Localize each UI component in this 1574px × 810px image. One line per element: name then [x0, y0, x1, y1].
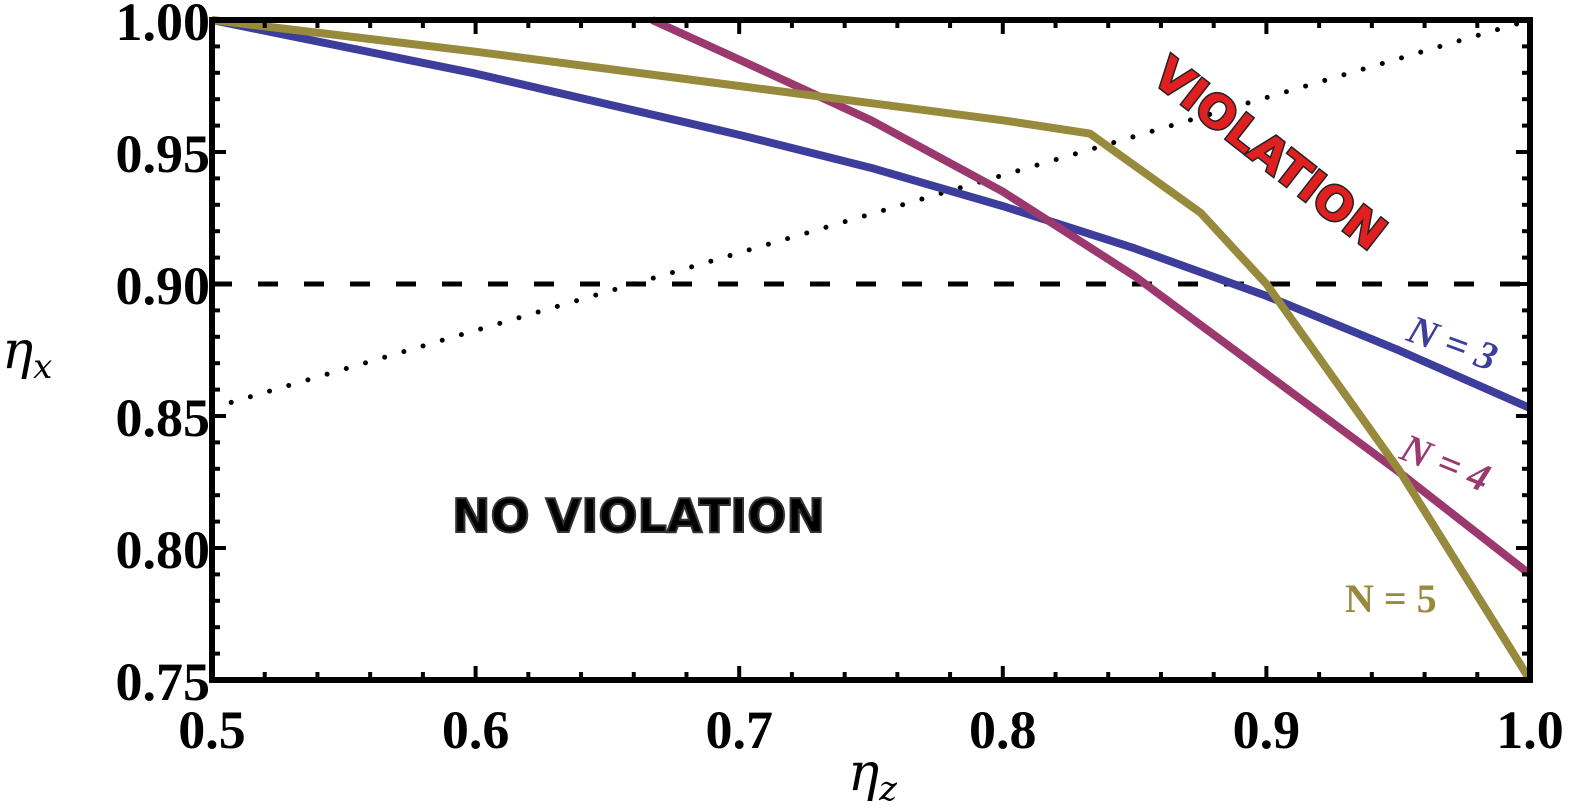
- plot-frame: [209, 17, 1533, 683]
- x-tick-label: 0.8: [969, 700, 1037, 760]
- series-label-n3: N = 3: [1401, 306, 1503, 380]
- violation-region-label: VIOLATION: [1143, 46, 1396, 260]
- x-tick-label: 0.7: [705, 700, 773, 760]
- x-tick-label: 0.5: [178, 700, 246, 760]
- y-tick-label: 0.95: [116, 124, 211, 184]
- series-line-n5: [211, 16, 1534, 683]
- x-tick-label: 0.9: [1233, 700, 1301, 760]
- y-tick-label: 0.75: [116, 652, 211, 712]
- axis-ticks: [210, 18, 1532, 682]
- y-tick-label: 0.85: [116, 388, 211, 448]
- y-tick-label: 0.80: [116, 520, 211, 580]
- series-line-n3: [211, 16, 1532, 412]
- y-axis-title: ηx: [2, 321, 52, 387]
- x-tick-label: 0.6: [442, 700, 510, 760]
- series-line-n4: [650, 16, 1533, 578]
- y-tick-label: 0.90: [116, 256, 211, 316]
- plot-lines: [209, 16, 1534, 683]
- no-violation-region-label: NO VIOLATION: [452, 489, 825, 543]
- x-tick-label: 1.0: [1496, 700, 1564, 760]
- series-label-n5: N = 5: [1345, 576, 1437, 621]
- x-axis-title: ηz: [848, 743, 898, 809]
- y-tick-label: 1.00: [116, 0, 211, 52]
- tick-labels: 0.5 0.6 0.7 0.8 0.9 1.0 0.75 0.80 0.85 0.90 0.95 1.…: [116, 0, 1564, 760]
